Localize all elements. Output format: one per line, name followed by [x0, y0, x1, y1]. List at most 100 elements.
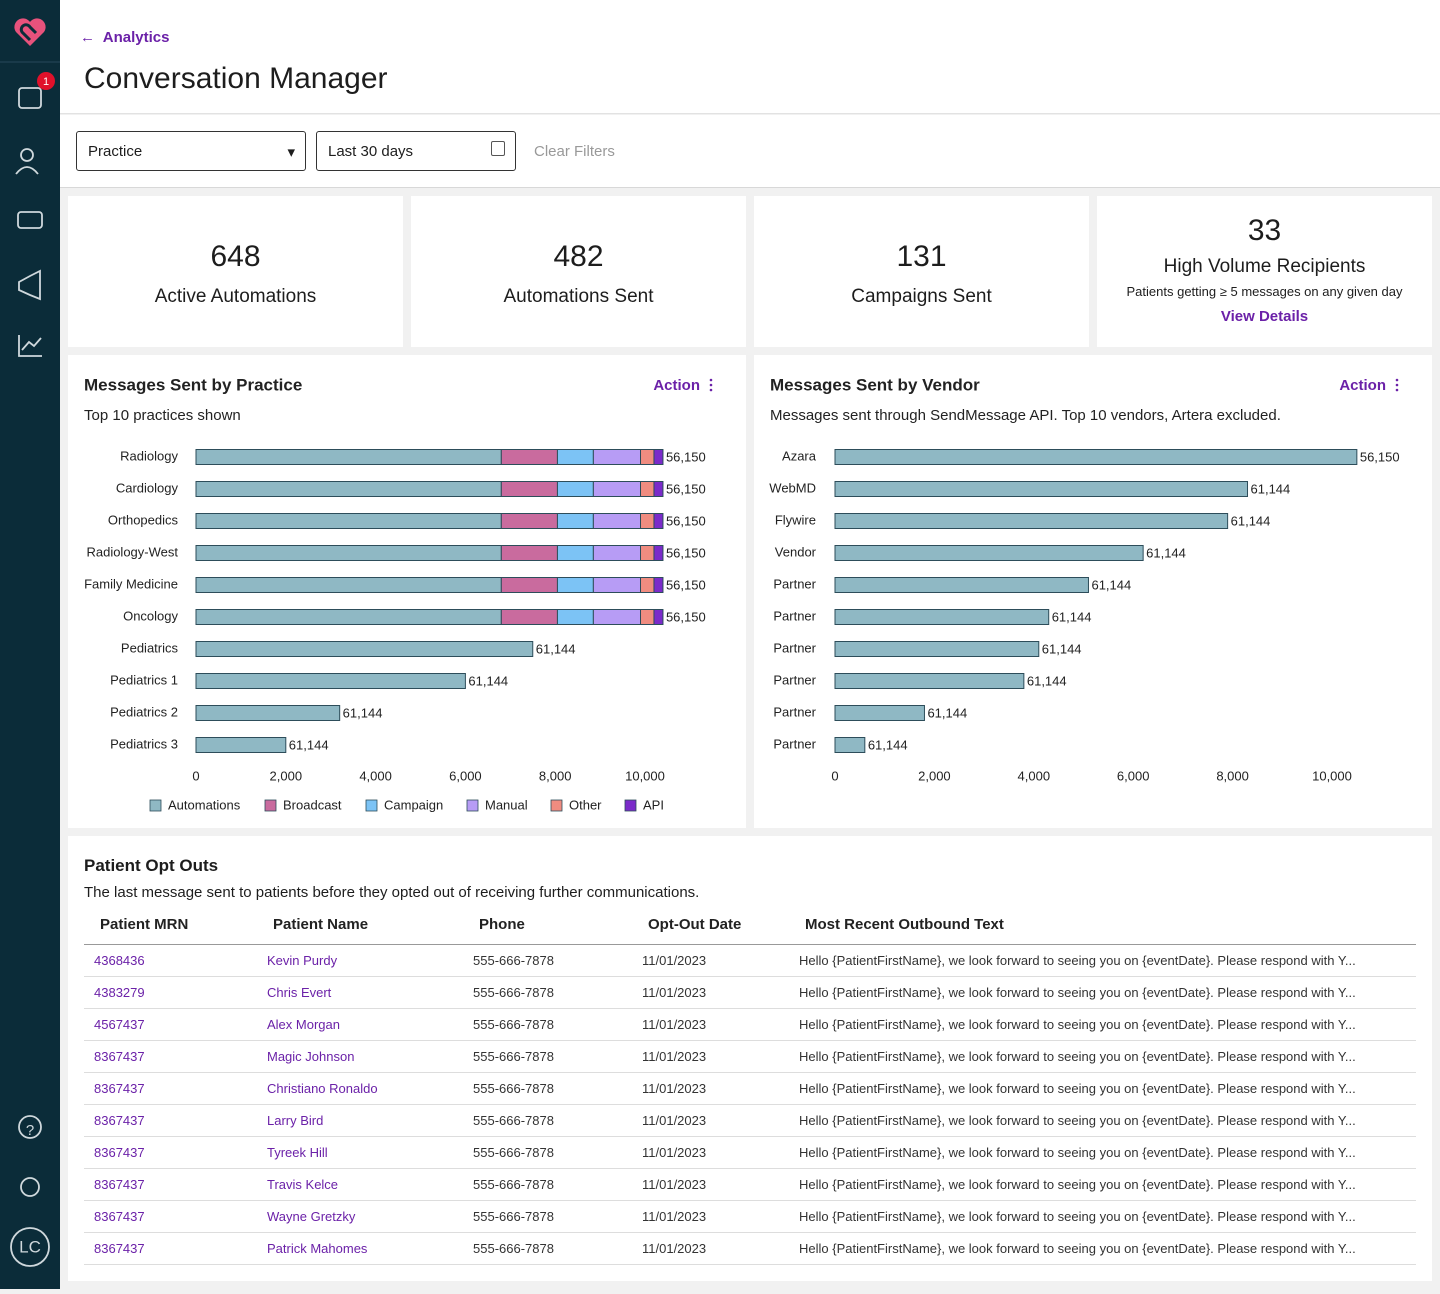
bot-icon[interactable] [17, 211, 43, 229]
practice-select[interactable]: Practice ▾ [76, 131, 306, 171]
y-tick-label: Orthopedics [108, 512, 179, 527]
bar-label: 56,150 [666, 577, 706, 592]
table-title: Patient Opt Outs [84, 856, 219, 875]
bar [653, 481, 664, 497]
bar [500, 577, 558, 593]
table-cell[interactable]: 8367437 [84, 1200, 257, 1233]
x-tick-label: 2,000 [918, 768, 951, 783]
table-cell[interactable]: Magic Johnson [257, 1040, 463, 1073]
bar [500, 513, 558, 529]
stat-card: 648 Active Automations [68, 196, 403, 347]
table-cell: 555-666-7878 [463, 1040, 632, 1073]
x-tick-label: 4,000 [359, 768, 392, 783]
avatar[interactable] [10, 1227, 50, 1267]
bar [556, 577, 594, 593]
table-row: 8367437 Travis Kelce 555-666-7878 11/01/202… [84, 1168, 1416, 1201]
table-cell[interactable]: 8367437 [84, 1136, 257, 1169]
x-tick-label: 6,000 [1117, 768, 1150, 783]
patients-icon[interactable] [20, 148, 34, 162]
analytics-icon[interactable] [18, 335, 42, 357]
table-cell[interactable]: 8367437 [84, 1168, 257, 1201]
header: ← Analytics Conversation Manager [60, 0, 1440, 114]
table-cell[interactable]: Chris Evert [257, 976, 463, 1009]
bar [556, 513, 594, 529]
select-label: Practice [88, 143, 143, 160]
table-cell[interactable]: 4567437 [84, 1008, 257, 1041]
kebab-dot [709, 383, 713, 387]
bar-label: 61,144 [343, 705, 383, 720]
kebab-dot [709, 388, 713, 392]
bar-label: 61,144 [868, 737, 908, 752]
table-cell: Hello {PatientFirstName}, we look forwar… [789, 1008, 1416, 1041]
table-cell[interactable]: Kevin Purdy [257, 944, 463, 977]
bar-label: 61,144 [927, 705, 967, 720]
bar [834, 705, 925, 721]
bar [500, 545, 558, 561]
table-cell: Hello {PatientFirstName}, we look forwar… [789, 1104, 1416, 1137]
table-cell: 555-666-7878 [463, 1136, 632, 1169]
table-card: Patient Opt Outs The last message sent t… [68, 836, 1432, 1281]
bar-label: 61,144 [1231, 513, 1271, 528]
y-tick-label: Flywire [775, 512, 816, 527]
column-header: Most Recent Outbound Text [789, 906, 1416, 945]
table-cell: 555-666-7878 [463, 1104, 632, 1137]
y-tick-label: Pediatrics 2 [110, 704, 178, 719]
chart: Messages Sent by Practice Top 10 practice… [84, 375, 713, 812]
table-cell[interactable]: 8367437 [84, 1232, 257, 1265]
chart-title: Messages Sent by Vendor [770, 375, 980, 394]
bar [640, 481, 655, 497]
bar [640, 513, 655, 529]
action-button[interactable]: Action [653, 377, 700, 394]
y-tick-label: Partner [773, 576, 816, 591]
date-picker[interactable]: Last 30 days [316, 131, 516, 171]
table-cell[interactable]: Patrick Mahomes [257, 1232, 463, 1265]
table-cell[interactable]: 8367437 [84, 1104, 257, 1137]
table-cell[interactable]: Wayne Gretzky [257, 1200, 463, 1233]
help-icon[interactable] [18, 1115, 42, 1139]
table-cell: Hello {PatientFirstName}, we look forwar… [789, 976, 1416, 1009]
main: ← Analytics Conversation Manager Practic… [60, 0, 1440, 1289]
table-cell: 11/01/2023 [632, 1008, 789, 1041]
clear-filters[interactable]: Clear Filters [534, 143, 615, 160]
bar [834, 481, 1249, 497]
bar [556, 545, 594, 561]
filters: Practice ▾ Last 30 days Clear Filters [60, 115, 1440, 188]
x-tick-label: 8,000 [539, 768, 572, 783]
back-label[interactable]: Analytics [102, 29, 170, 46]
table-cell: 555-666-7878 [463, 1200, 632, 1233]
y-tick-label: Vendor [775, 544, 817, 559]
inbox-icon[interactable] [18, 87, 42, 109]
action-button[interactable]: Action [1339, 377, 1386, 394]
bar [195, 577, 502, 593]
table-cell[interactable]: Christiano Ronaldo [257, 1072, 463, 1105]
y-tick-label: Cardiology [116, 480, 179, 495]
bar [195, 641, 534, 657]
back-link[interactable]: ← Analytics [80, 29, 170, 46]
table-cell: 11/01/2023 [632, 1072, 789, 1105]
bar-label: 56,150 [666, 513, 706, 528]
settings-icon[interactable] [20, 1177, 40, 1197]
table-cell[interactable]: 8367437 [84, 1040, 257, 1073]
table-cell[interactable]: Larry Bird [257, 1104, 463, 1137]
table-cell[interactable]: Tyreek Hill [257, 1136, 463, 1169]
legend-swatch [264, 799, 277, 812]
table-row: 8367437 Wayne Gretzky 555-666-7878 11/01/20… [84, 1200, 1416, 1233]
x-tick-label: 2,000 [270, 768, 303, 783]
table-cell[interactable]: Travis Kelce [257, 1168, 463, 1201]
table-cell[interactable]: 4368436 [84, 944, 257, 977]
table-cell[interactable]: Alex Morgan [257, 1008, 463, 1041]
campaign-icon[interactable] [18, 269, 41, 301]
table-cell: 11/01/2023 [632, 1136, 789, 1169]
sidebar-icons: ? 1 LC [0, 18, 60, 1267]
table-row: 8367437 Magic Johnson 555-666-7878 11/01/20… [84, 1040, 1416, 1073]
column-header: Patient MRN [84, 906, 257, 945]
stat-link[interactable]: View Details [1220, 308, 1309, 325]
chart-title: Messages Sent by Practice [84, 375, 302, 394]
column-header: Opt-Out Date [632, 906, 789, 945]
table-cell: 555-666-7878 [463, 1232, 632, 1265]
table-cell: Hello {PatientFirstName}, we look forwar… [789, 1136, 1416, 1169]
y-tick-label: Family Medicine [84, 576, 178, 591]
table-cell[interactable]: 4383279 [84, 976, 257, 1009]
table-cell[interactable]: 8367437 [84, 1072, 257, 1105]
